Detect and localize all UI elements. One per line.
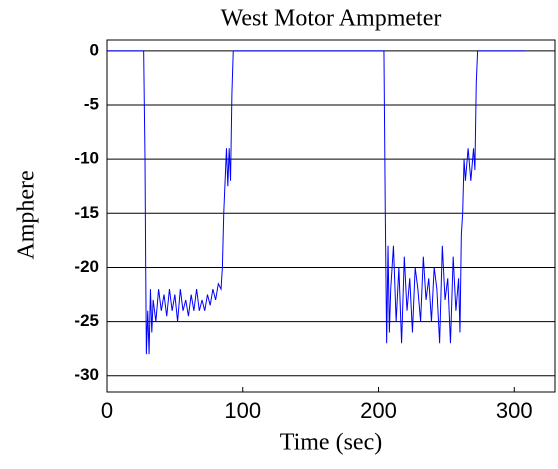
x-tick-label: 100 bbox=[224, 398, 261, 423]
y-tick-label: -15 bbox=[74, 203, 99, 222]
y-tick-label: -10 bbox=[74, 149, 99, 168]
y-tick-label: 0 bbox=[90, 40, 99, 59]
x-axis-label: Time (sec) bbox=[280, 430, 382, 456]
data-line bbox=[107, 50, 526, 355]
y-tick-label: -5 bbox=[84, 94, 99, 113]
x-tick-label: 300 bbox=[496, 398, 533, 423]
x-tick-label: 200 bbox=[360, 398, 397, 423]
chart-title: West Motor Ampmeter bbox=[221, 6, 442, 32]
x-tick-label: 0 bbox=[101, 398, 113, 423]
plot-frame bbox=[106, 39, 556, 393]
y-tick-label: -20 bbox=[74, 257, 99, 276]
y-tick-label: -25 bbox=[74, 311, 99, 330]
y-axis-label: Amphere bbox=[14, 170, 40, 259]
y-tick-label: -30 bbox=[74, 365, 99, 384]
